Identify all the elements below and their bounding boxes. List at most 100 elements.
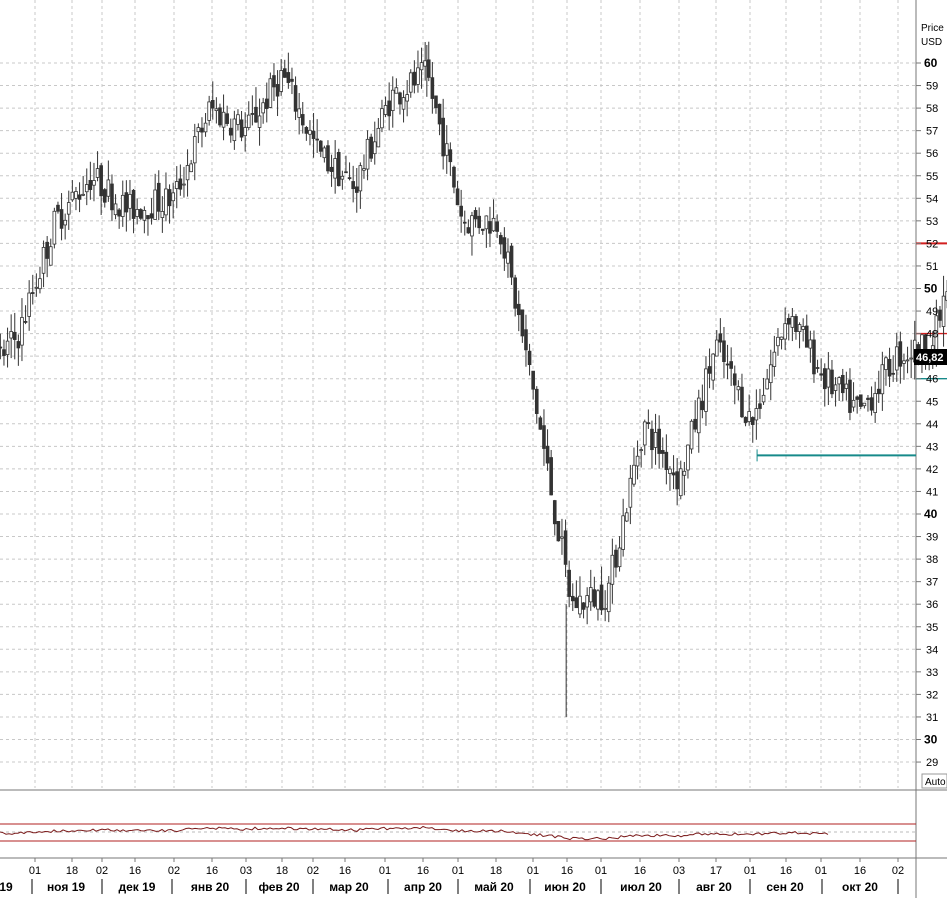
candle-body bbox=[300, 114, 305, 126]
candle-body bbox=[491, 217, 496, 232]
price-tick-label: 33 bbox=[926, 667, 938, 679]
candle-body bbox=[88, 180, 93, 190]
candle-body bbox=[653, 432, 658, 448]
candle-body bbox=[833, 384, 838, 391]
candle-body bbox=[768, 364, 773, 384]
candle-body bbox=[12, 331, 17, 340]
price-tick-label: 56 bbox=[926, 148, 938, 160]
candle-body bbox=[99, 165, 103, 197]
candle-body bbox=[826, 368, 831, 388]
candle-body bbox=[675, 471, 679, 490]
candle-body bbox=[786, 318, 791, 325]
candle-body bbox=[149, 213, 154, 219]
candle-body bbox=[315, 138, 319, 141]
candle-body bbox=[286, 72, 291, 83]
candle-body bbox=[362, 168, 366, 171]
candle-body bbox=[264, 98, 269, 109]
candle-body bbox=[444, 143, 449, 156]
candle-body bbox=[938, 309, 942, 321]
candle-body bbox=[884, 357, 888, 370]
candle-body bbox=[30, 292, 35, 294]
candle-body bbox=[556, 521, 561, 542]
price-tag: 46,82 bbox=[914, 349, 947, 365]
candle-body bbox=[214, 108, 219, 112]
candle-body bbox=[405, 94, 409, 102]
candle-body bbox=[77, 194, 82, 200]
price-tick-label: 58 bbox=[926, 103, 938, 115]
candle-body bbox=[560, 536, 564, 539]
candle-body bbox=[254, 106, 258, 123]
candle-body bbox=[308, 129, 312, 135]
candle-body bbox=[178, 178, 183, 190]
candle-body bbox=[570, 595, 575, 602]
day-tick-label: 01 bbox=[29, 865, 41, 877]
candle-body bbox=[761, 394, 766, 403]
candle-body bbox=[729, 361, 733, 369]
price-tick-label: 55 bbox=[926, 171, 938, 183]
candle-body bbox=[390, 89, 395, 111]
oscillator-line bbox=[0, 825, 829, 841]
candle-body bbox=[840, 374, 845, 394]
auto-button[interactable]: Auto bbox=[921, 773, 947, 789]
price-tick-label: 36 bbox=[926, 599, 938, 611]
candle-body bbox=[538, 417, 543, 430]
price-tick-label: 57 bbox=[926, 126, 938, 138]
price-tick-label: 42 bbox=[926, 464, 938, 476]
candle-body bbox=[20, 317, 24, 346]
candle-body bbox=[311, 130, 316, 139]
price-tick-label: 52 bbox=[926, 238, 938, 250]
candle-body bbox=[419, 62, 424, 71]
candle-body bbox=[2, 349, 6, 356]
candle-body bbox=[696, 397, 701, 434]
candle-body bbox=[473, 210, 478, 220]
candle-body bbox=[722, 340, 726, 362]
candle-body bbox=[891, 372, 895, 375]
candle-body bbox=[754, 408, 759, 421]
candle-body bbox=[416, 67, 420, 85]
candle-body bbox=[106, 179, 111, 197]
candle-body bbox=[70, 191, 75, 201]
month-label: сен 20 bbox=[766, 880, 804, 894]
candle-body bbox=[185, 165, 190, 181]
price-axis-title: Price bbox=[921, 23, 944, 34]
candle-body bbox=[171, 192, 175, 202]
candle-body bbox=[819, 373, 823, 376]
candle-body bbox=[34, 286, 39, 289]
candle-body bbox=[358, 165, 363, 192]
candle-body bbox=[506, 251, 510, 264]
candle-body bbox=[614, 549, 618, 568]
price-axis: 2930313233343536373839404142434445464748… bbox=[916, 56, 938, 769]
candle-body bbox=[866, 397, 870, 400]
candle-body bbox=[210, 99, 215, 109]
candle-body bbox=[207, 101, 211, 121]
candle-body bbox=[693, 418, 697, 430]
day-tick-label: 02 bbox=[892, 865, 904, 877]
candle-body bbox=[434, 95, 438, 109]
price-tick-label: 38 bbox=[926, 554, 938, 566]
candle-body bbox=[639, 449, 643, 452]
candle-body bbox=[146, 215, 150, 220]
candle-body bbox=[92, 180, 96, 186]
candle-body bbox=[801, 326, 805, 330]
candle-body bbox=[887, 358, 892, 377]
candle-body bbox=[549, 457, 553, 496]
candle-body bbox=[822, 368, 827, 390]
candle-body bbox=[84, 184, 89, 193]
last-price-label: 46,82 bbox=[916, 352, 944, 364]
candle-body bbox=[851, 399, 856, 408]
month-label: янв 20 bbox=[191, 880, 230, 894]
candle-body bbox=[588, 587, 593, 603]
candle-body bbox=[153, 189, 157, 220]
candle-body bbox=[290, 78, 294, 82]
candle-body bbox=[470, 215, 474, 237]
candle-body bbox=[466, 227, 471, 234]
candle-body bbox=[844, 383, 849, 389]
candle-body bbox=[27, 292, 31, 317]
candle-body bbox=[606, 582, 611, 613]
candle-body bbox=[333, 158, 337, 179]
candle-body bbox=[5, 340, 10, 356]
candle-body bbox=[689, 420, 694, 450]
candle-body bbox=[480, 228, 485, 231]
candle-body bbox=[66, 202, 71, 215]
